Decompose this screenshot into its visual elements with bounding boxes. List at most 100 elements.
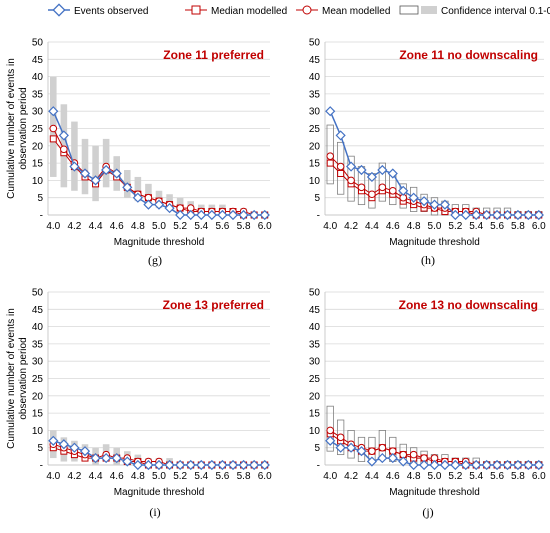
point-observed xyxy=(79,446,91,457)
y-tick-label: 40 xyxy=(32,72,44,83)
point-observed xyxy=(439,459,451,471)
point-mean xyxy=(388,186,397,195)
y-tick-label: 15 xyxy=(309,409,321,420)
x-tick-label: 4.0 xyxy=(323,471,337,482)
y-tick-label: 30 xyxy=(32,107,44,118)
legend-box-filled xyxy=(421,6,437,14)
legend-marker xyxy=(302,5,312,15)
point-observed xyxy=(69,442,80,453)
x-tick-label: 4.6 xyxy=(110,221,124,232)
chart-title: Zone 11 no downscaling xyxy=(399,48,538,62)
x-tick-label: 5.0 xyxy=(152,471,166,482)
legend-item-ci: Confidence interval 0.1-0.9 xyxy=(399,5,550,17)
y-axis-title-line: observation period xyxy=(18,337,29,419)
point-observed xyxy=(377,452,388,464)
legend-label: Events observed xyxy=(74,6,149,17)
x-tick-label: 6.0 xyxy=(258,221,272,232)
legend-label: Mean modelled xyxy=(322,6,390,17)
point-observed xyxy=(523,459,534,471)
y-tick-label: 50 xyxy=(309,38,321,49)
point-observed xyxy=(185,459,196,471)
point-observed xyxy=(227,459,239,471)
point-observed xyxy=(471,209,482,221)
panel-caption: (h) xyxy=(421,253,435,267)
point-observed xyxy=(533,459,544,471)
y-tick-label: - xyxy=(40,461,43,472)
x-tick-label: 5.4 xyxy=(194,221,208,232)
y-axis-title: Cumulative number of events inobservatio… xyxy=(6,58,29,199)
y-tick-label: 15 xyxy=(32,409,44,420)
x-tick-label: 4.4 xyxy=(89,221,103,232)
y-tick-label: 25 xyxy=(32,374,44,385)
point-observed xyxy=(481,459,492,471)
x-tick-label: 5.2 xyxy=(448,471,462,482)
point-observed xyxy=(132,459,143,471)
point-observed xyxy=(259,459,270,471)
x-tick-label: 6.0 xyxy=(258,471,272,482)
point-observed xyxy=(439,199,451,210)
chart-title: Zone 11 preferred xyxy=(163,48,264,62)
y-tick-label: 35 xyxy=(309,89,321,100)
x-tick-label: 4.8 xyxy=(131,221,145,232)
x-tick-label: 4.2 xyxy=(344,471,358,482)
x-tick-label: 5.2 xyxy=(173,221,187,232)
x-tick-label: 4.2 xyxy=(67,471,81,482)
panel-caption: (i) xyxy=(149,505,160,519)
point-mean xyxy=(49,124,58,133)
point-observed xyxy=(58,439,69,450)
y-tick-label: - xyxy=(317,461,320,472)
point-observed xyxy=(175,459,186,471)
ci-box xyxy=(92,145,99,202)
y-axis-title-line: observation period xyxy=(18,87,29,169)
x-tick-label: 4.2 xyxy=(344,221,358,232)
point-observed xyxy=(238,459,249,471)
y-tick-label: 10 xyxy=(32,426,44,437)
point-observed xyxy=(418,196,430,207)
panel-caption: (g) xyxy=(148,253,162,267)
y-tick-label: 35 xyxy=(309,339,321,350)
chart-panel-h: - 5 10 15 20 25 30 35 40 45 50 4.0 4.2 4.4 4.6 4.8 5.0 5.… xyxy=(309,38,546,268)
y-tick-label: 45 xyxy=(32,55,44,66)
chart-panel-j: - 5 10 15 20 25 30 35 40 45 50 4.0 4.2 4.4 4.6 4.8 5.0 5.… xyxy=(309,288,546,520)
point-observed xyxy=(408,192,419,203)
y-tick-label: 20 xyxy=(309,391,321,402)
point-mean xyxy=(409,450,418,459)
point-observed xyxy=(217,459,228,471)
point-observed xyxy=(460,209,471,221)
y-axis-title-line: Cumulative number of events in xyxy=(6,308,17,449)
chart-title: Zone 13 preferred xyxy=(163,298,264,312)
point-observed xyxy=(523,209,534,221)
x-tick-label: 5.2 xyxy=(173,471,187,482)
point-observed xyxy=(325,435,336,446)
point-observed xyxy=(90,175,101,186)
y-tick-label: 40 xyxy=(309,322,321,333)
x-tick-label: 5.4 xyxy=(469,221,483,232)
legend-marker xyxy=(191,5,201,15)
point-observed xyxy=(206,459,217,471)
y-tick-label: 35 xyxy=(32,339,44,350)
x-tick-label: 5.8 xyxy=(237,221,251,232)
point-observed xyxy=(132,192,143,203)
point-observed xyxy=(122,456,133,467)
point-observed xyxy=(175,209,186,221)
legend-item-median: Median modelled xyxy=(185,5,287,17)
point-observed xyxy=(111,168,122,179)
point-observed xyxy=(164,202,175,214)
x-tick-label: 5.8 xyxy=(237,471,251,482)
legend-item-mean: Mean modelled xyxy=(296,5,390,17)
y-tick-label: 30 xyxy=(32,357,44,368)
x-tick-label: 5.0 xyxy=(428,221,442,232)
y-tick-label: - xyxy=(317,211,320,222)
point-mean xyxy=(378,183,387,192)
legend-label: Confidence interval 0.1-0.9 xyxy=(441,6,550,17)
point-observed xyxy=(356,446,367,457)
x-tick-label: 5.0 xyxy=(152,221,166,232)
y-tick-label: 25 xyxy=(309,124,321,135)
x-tick-label: 4.6 xyxy=(386,221,400,232)
point-observed xyxy=(196,209,207,221)
point-observed xyxy=(325,106,336,117)
y-tick-label: 10 xyxy=(309,176,321,187)
point-observed xyxy=(48,106,59,117)
y-tick-label: 10 xyxy=(309,426,321,437)
legend-box-outline xyxy=(399,5,419,15)
